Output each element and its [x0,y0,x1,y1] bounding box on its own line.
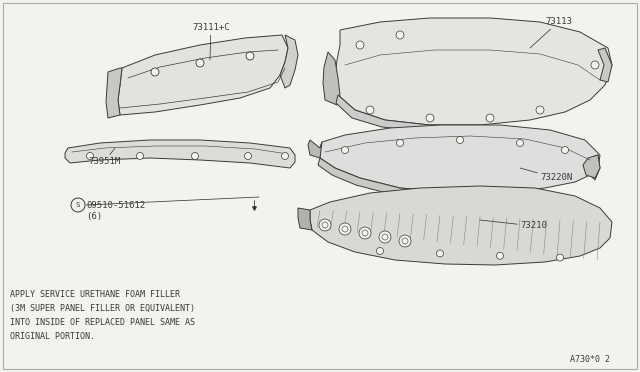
Circle shape [486,114,494,122]
Circle shape [399,235,411,247]
Polygon shape [320,125,600,192]
Polygon shape [106,68,122,118]
Circle shape [322,222,328,228]
Circle shape [426,114,434,122]
Text: 09510-51612: 09510-51612 [86,201,145,209]
Polygon shape [583,155,600,178]
Circle shape [561,147,568,154]
Circle shape [136,153,143,160]
Polygon shape [335,18,612,125]
Circle shape [591,61,599,69]
Circle shape [516,140,524,147]
Polygon shape [323,52,340,105]
Text: A730*0 2: A730*0 2 [570,355,610,364]
Text: (3M SUPER PANEL FILLER OR EQUIVALENT): (3M SUPER PANEL FILLER OR EQUIVALENT) [10,304,195,313]
Text: 73220N: 73220N [520,168,572,183]
Text: 73113: 73113 [530,17,572,48]
Circle shape [396,31,404,39]
Text: 73111+C: 73111+C [192,23,230,60]
Circle shape [436,250,444,257]
Polygon shape [336,95,480,132]
Text: ORIGINAL PORTION.: ORIGINAL PORTION. [10,332,95,341]
Circle shape [366,106,374,114]
Circle shape [456,137,463,144]
Circle shape [191,153,198,160]
Circle shape [151,68,159,76]
Polygon shape [590,155,600,180]
Circle shape [379,231,391,243]
Polygon shape [308,140,322,158]
Circle shape [557,254,563,261]
Circle shape [86,153,93,160]
Text: 73951M: 73951M [88,148,120,167]
Circle shape [382,234,388,240]
Circle shape [362,230,368,236]
Text: S: S [76,202,80,208]
Polygon shape [310,186,612,265]
Circle shape [282,153,289,160]
Circle shape [536,106,544,114]
Circle shape [244,153,252,160]
Circle shape [402,238,408,244]
Circle shape [356,41,364,49]
Polygon shape [280,35,298,88]
Circle shape [397,140,403,147]
Text: INTO INSIDE OF REPLACED PANEL SAME AS: INTO INSIDE OF REPLACED PANEL SAME AS [10,318,195,327]
Circle shape [196,59,204,67]
Circle shape [359,227,371,239]
Text: (6): (6) [86,212,102,221]
Circle shape [376,247,383,254]
Circle shape [497,252,504,259]
Circle shape [339,223,351,235]
Circle shape [342,147,349,154]
Text: 73210: 73210 [480,220,547,231]
Polygon shape [598,48,612,82]
Polygon shape [65,140,295,168]
Text: APPLY SERVICE URETHANE FOAM FILLER: APPLY SERVICE URETHANE FOAM FILLER [10,290,180,299]
Polygon shape [298,208,312,230]
Polygon shape [118,35,288,115]
Circle shape [246,52,254,60]
Circle shape [71,198,85,212]
Circle shape [342,226,348,232]
Polygon shape [318,158,500,200]
Circle shape [319,219,331,231]
